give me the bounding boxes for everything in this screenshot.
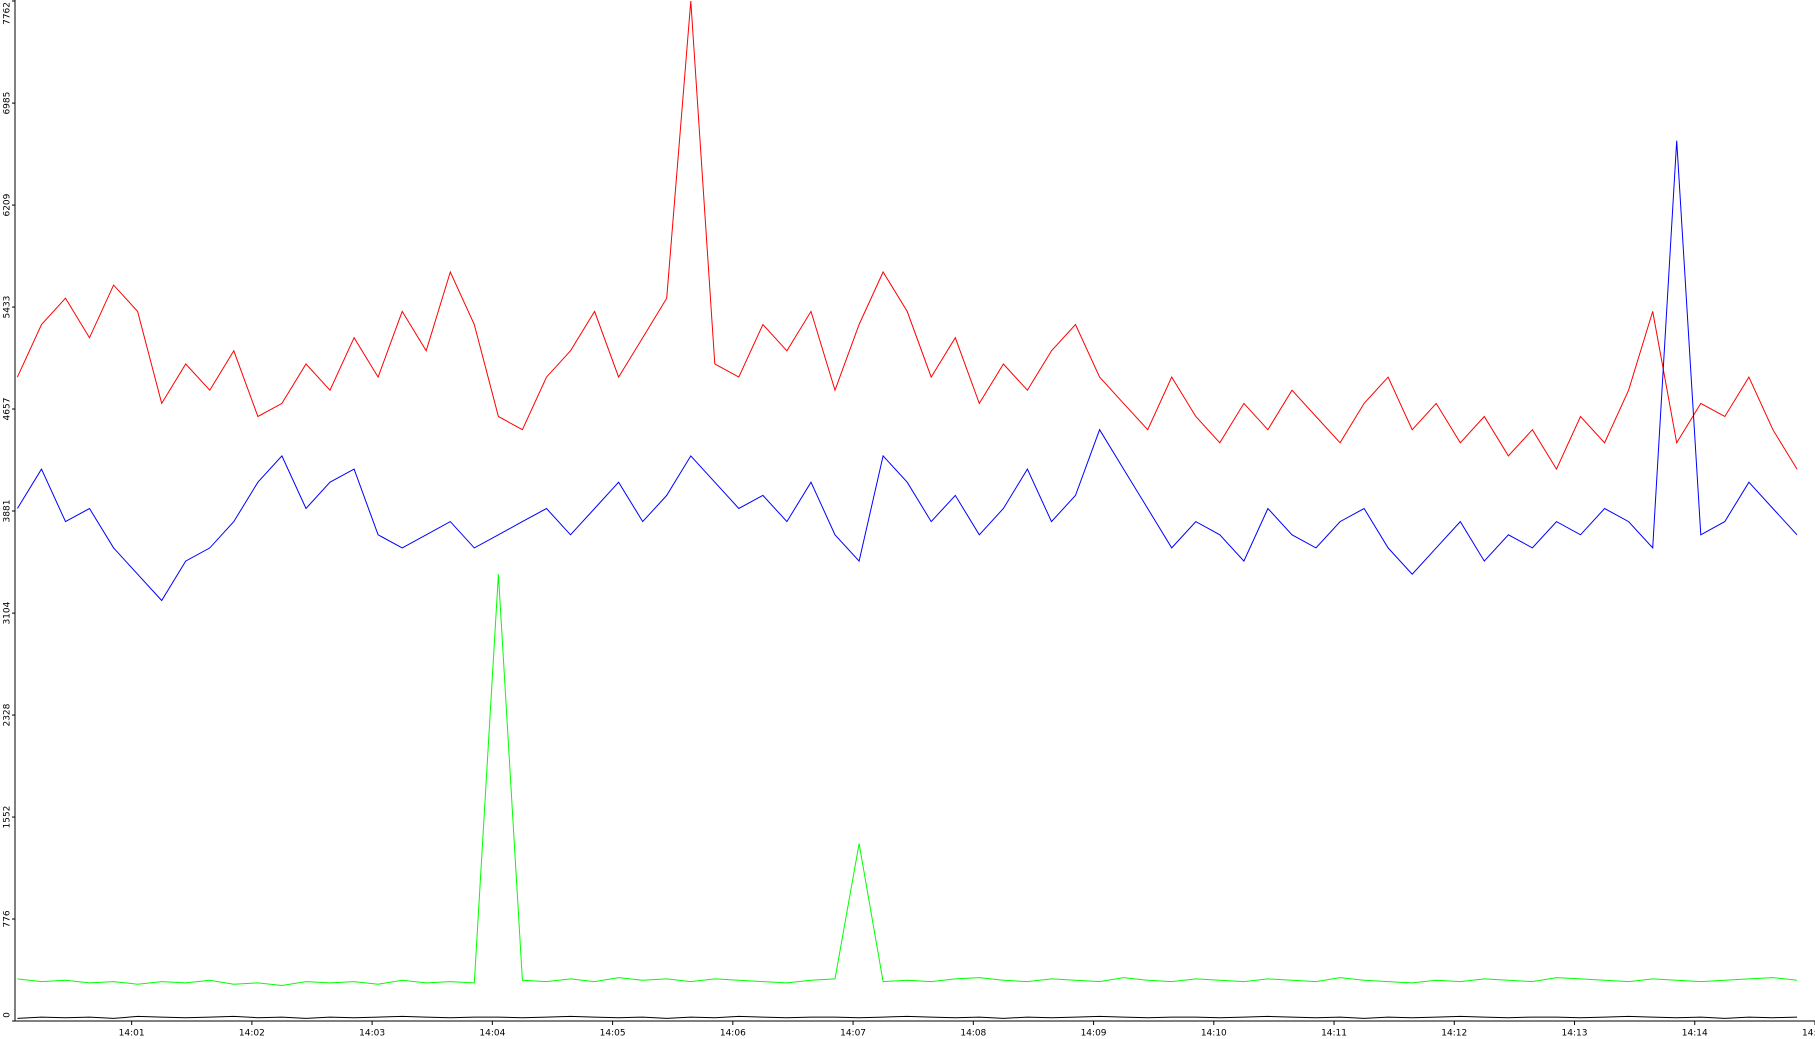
x-tick-label: 14:11: [1321, 1029, 1347, 1039]
x-tick-label: 14:14: [1682, 1029, 1708, 1039]
y-tick-label: 1552: [3, 806, 13, 829]
y-tick-label: 0: [3, 1012, 13, 1018]
y-tick-label: 2328: [3, 703, 13, 726]
series-line: [17, 1015, 1798, 1019]
y-tick-label: 6985: [3, 92, 13, 115]
x-tick-label: 14:03: [359, 1029, 385, 1039]
y-tick-label: 7762: [3, 2, 13, 25]
x-tick-label: 14:04: [479, 1029, 505, 1039]
y-tick-label: 6209: [3, 193, 13, 216]
x-tick-label: 14:02: [239, 1029, 265, 1039]
x-tick-label: 14:06: [720, 1029, 746, 1039]
x-tick-label: 14:12: [1441, 1029, 1467, 1039]
x-tick-label: 14:10: [1201, 1029, 1227, 1039]
y-tick-label: 4657: [3, 398, 13, 421]
y-tick-label: 776: [3, 910, 13, 927]
series-line: [16, 0, 1798, 471]
x-tick-label: 14:01: [119, 1029, 145, 1039]
y-tick-label: 3881: [3, 500, 13, 523]
x-tick-label: 14:07: [840, 1029, 866, 1039]
x-tick-label: 14:15: [1802, 1029, 1815, 1039]
x-tick-label: 14:08: [960, 1029, 986, 1039]
y-tick-label: 3104: [3, 601, 13, 624]
y-tick-label: 5433: [3, 296, 13, 319]
x-tick-label: 14:09: [1081, 1029, 1107, 1039]
series-line: [17, 574, 1798, 987]
series-line: [16, 140, 1798, 602]
x-tick-label: 14:13: [1562, 1029, 1588, 1039]
x-tick-label: 14:05: [600, 1029, 626, 1039]
